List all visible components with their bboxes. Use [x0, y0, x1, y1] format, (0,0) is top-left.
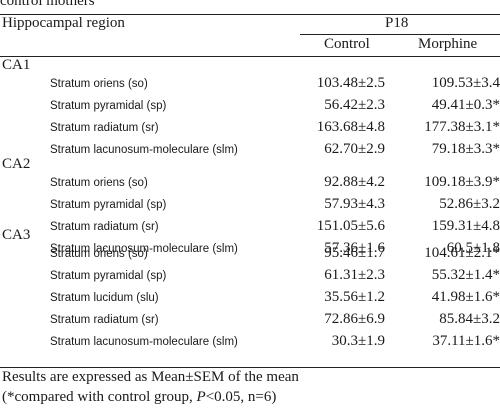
bottom-rule: [0, 367, 500, 368]
table-row: Stratum oriens (so) 92.88±4.2 109.18±3.9*: [0, 174, 500, 196]
top-rule: [0, 14, 500, 15]
layer-label: Stratum pyramidal (sp): [50, 100, 167, 112]
table-row: Stratum oriens (so) 95.46±1.7 104.61±2.1*: [0, 245, 500, 267]
table-row: Stratum pyramidal (sp) 56.42±2.3 49.41±0.3…: [0, 97, 500, 119]
morphine-value: 37.11±1.6*: [432, 333, 500, 349]
morphine-value: 52.86±3.2: [439, 196, 500, 212]
control-value: 151.05±5.6: [316, 218, 385, 234]
layer-label: Stratum oriens (so): [50, 248, 148, 260]
table-caption: control mothers: [0, 0, 95, 9]
morphine-value: 55.32±1.4*: [431, 267, 500, 283]
table-row: Stratum lacunosum-moleculare (slm) 57.36±…: [0, 240, 500, 262]
header-morphine: Morphine: [418, 36, 478, 52]
control-value: 61.31±2.3: [324, 267, 385, 283]
header-age-group: P18: [385, 15, 409, 31]
table-row: Stratum radiatum (sr) 72.86±6.9 85.84±3.2: [0, 311, 500, 333]
table-row: Stratum radiatum (sr) 163.68±4.8 177.38±3.…: [0, 119, 500, 141]
control-value: 57.93±4.3: [324, 196, 385, 212]
morphine-value: 109.18±3.9*: [424, 174, 500, 190]
header-region-label: Hippocampal region: [2, 15, 125, 31]
morphine-value: 85.84±3.2: [439, 311, 500, 327]
footnote-line-1: Results are expressed as Mean±SEM of the…: [2, 369, 299, 385]
footnote-prefix: (*compared with control group,: [2, 389, 197, 405]
layer-label: Stratum radiatum (sr): [50, 221, 159, 233]
morphine-value: 41.98±1.6*: [431, 289, 500, 305]
morphine-value: 109.53±3.4: [431, 75, 500, 91]
layer-label: Stratum radiatum (sr): [50, 314, 159, 326]
table-row: Stratum lucidum (slu) 35.56±1.2 41.98±1.6*: [0, 289, 500, 311]
layer-label: Stratum lacunosum-moleculare (slm): [50, 336, 238, 348]
control-value: 57.36±1.6: [324, 240, 385, 256]
morphine-value: 159.31±4.8: [431, 218, 500, 234]
morphine-value: 79.18±3.3*: [431, 141, 500, 157]
layer-label: Stratum pyramidal (sp): [50, 199, 167, 211]
section-title-ca2: CA2: [2, 156, 31, 172]
table-row: Stratum radiatum (sr) 151.05±5.6 159.31±4.…: [0, 218, 500, 240]
control-value: 95.46±1.7: [324, 245, 385, 261]
footnote-suffix: <0.05, n=6): [205, 389, 277, 405]
layer-label: Stratum lacunosum-moleculare (slm): [50, 243, 238, 255]
control-value: 92.88±4.2: [324, 174, 385, 190]
footnote-line-2: (*compared with control group, P<0.05, n…: [2, 389, 276, 406]
layer-label: Stratum lacunosum-moleculare (slm): [50, 144, 238, 156]
header-rule: [0, 56, 500, 57]
table-row: Stratum lacunosum-moleculare (slm) 62.70±…: [0, 141, 500, 163]
section-title-ca3: CA3: [2, 227, 31, 243]
control-value: 62.70±2.9: [324, 141, 385, 157]
section-title-ca1: CA1: [2, 57, 31, 73]
table-row: Stratum pyramidal (sp) 57.93±4.3 52.86±3.2: [0, 196, 500, 218]
table-row: Stratum oriens (so) 103.48±2.5 109.53±3.4: [0, 75, 500, 97]
layer-label: Stratum oriens (so): [50, 177, 148, 189]
control-value: 72.86±6.9: [324, 311, 385, 327]
header-control: Control: [324, 36, 370, 52]
morphine-value: 104.61±2.1*: [424, 245, 500, 261]
layer-label: Stratum lucidum (slu): [50, 292, 159, 304]
layer-label: Stratum radiatum (sr): [50, 122, 159, 134]
morphine-value: 177.38±3.1*: [424, 119, 500, 135]
control-value: 56.42±2.3: [324, 97, 385, 113]
table-row: Stratum lacunosum-moleculare (slm) 30.3±1…: [0, 333, 500, 355]
control-value: 35.56±1.2: [324, 289, 385, 305]
control-value: 163.68±4.8: [316, 119, 385, 135]
control-value: 30.3±1.9: [331, 333, 385, 349]
morphine-value: 49.41±0.3*: [431, 97, 500, 113]
morphine-value: 60.5±1.8: [446, 240, 500, 256]
footnote-p-value: P: [196, 389, 206, 405]
layer-label: Stratum oriens (so): [50, 78, 148, 90]
table-row: Stratum pyramidal (sp) 61.31±2.3 55.32±1.4…: [0, 267, 500, 289]
layer-label: Stratum pyramidal (sp): [50, 270, 167, 282]
control-value: 103.48±2.5: [316, 75, 385, 91]
age-group-rule: [300, 34, 500, 35]
